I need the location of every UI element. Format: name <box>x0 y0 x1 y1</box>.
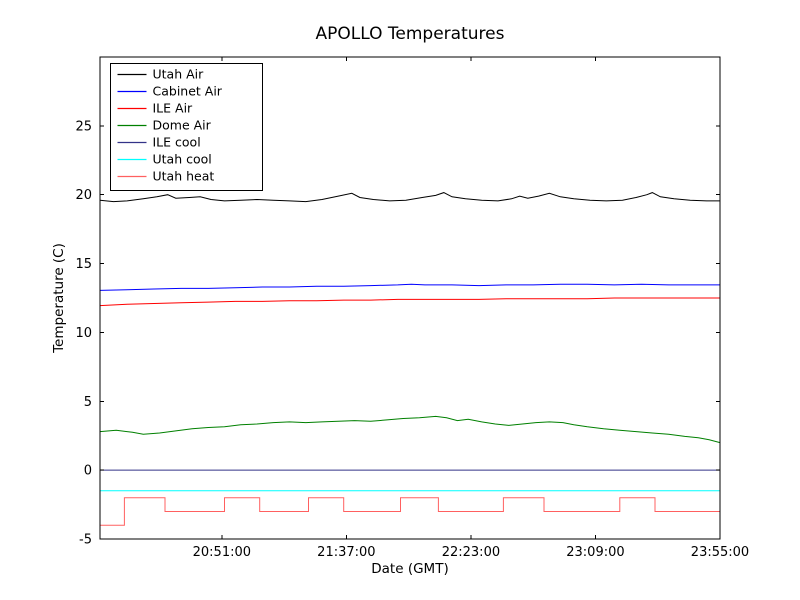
legend-box <box>110 63 263 191</box>
legend-label-cabinet-air: Cabinet Air <box>153 84 223 99</box>
legend-label-dome-air: Dome Air <box>153 118 212 133</box>
series-line-dome-air <box>99 415 721 444</box>
y-tick-label: 10 <box>75 326 92 341</box>
legend-label-utah-cool: Utah cool <box>153 152 212 167</box>
series-line-utah-air <box>99 192 720 203</box>
x-tick-label: 20:51:00 <box>193 545 251 560</box>
legend-label-ile-air: ILE Air <box>153 101 194 116</box>
series-line-utah-heat <box>100 497 720 526</box>
legend-label-ile-cool: ILE cool <box>153 135 201 150</box>
plot-frame <box>99 56 721 540</box>
x-axis-label: Date (GMT) <box>371 561 449 577</box>
x-tick-label: 21:37:00 <box>317 545 375 560</box>
y-tick-label: 5 <box>84 395 92 410</box>
x-tick-label: 23:55:00 <box>691 545 749 560</box>
y-tick-label: 15 <box>75 257 92 272</box>
y-tick-label: 0 <box>84 464 92 479</box>
legend-label-utah-air: Utah Air <box>153 67 205 82</box>
series-line-cabinet-air <box>99 283 720 291</box>
x-tick-label: 23:09:00 <box>566 545 624 560</box>
y-tick-label: -5 <box>79 533 92 548</box>
x-tick-label: 22:23:00 <box>442 545 500 560</box>
y-tick-label: 20 <box>75 188 92 203</box>
legend-label-utah-heat: Utah heat <box>153 169 215 184</box>
y-tick-label: 25 <box>75 119 92 134</box>
chart-title: APOLLO Temperatures <box>315 24 505 44</box>
series-line-ile-air <box>99 297 720 307</box>
